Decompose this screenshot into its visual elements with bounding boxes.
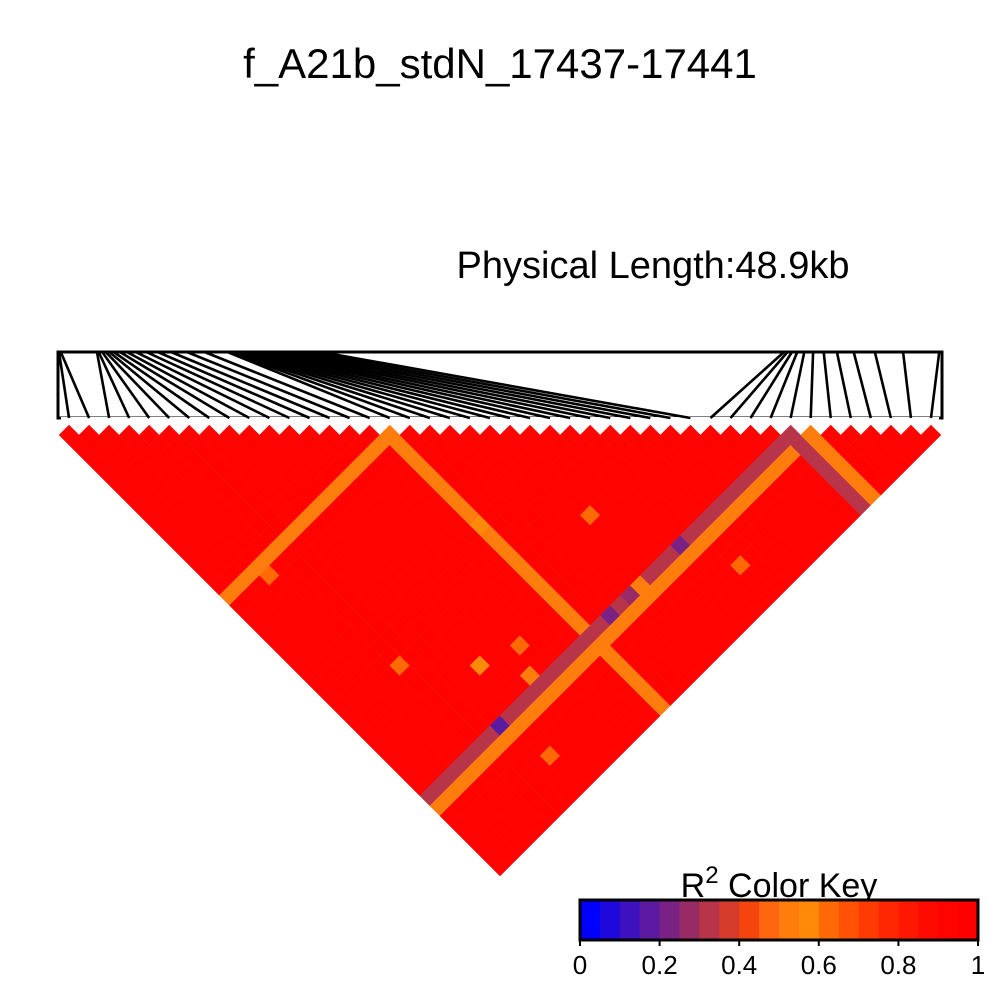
snp-connector-line <box>112 350 211 420</box>
color-key-swatch <box>639 900 661 940</box>
snp-connector-line <box>279 350 611 420</box>
snp-connector-line <box>119 350 231 420</box>
snp-connector-line <box>709 351 785 419</box>
snp-connector-line <box>237 350 471 420</box>
snp-connector-line <box>157 350 311 420</box>
snp-connector-line <box>226 350 391 420</box>
snp-connector-line <box>126 350 251 420</box>
color-key-swatch <box>818 900 840 940</box>
color-key-tick-label: 0.8 <box>880 950 916 980</box>
snp-connector-line <box>901 351 913 419</box>
snp-connector-line <box>135 350 271 420</box>
color-key-swatch <box>699 900 720 940</box>
snp-connector-line <box>108 350 191 420</box>
snp-connector-line <box>929 351 941 419</box>
color-key-swatch <box>679 900 700 940</box>
color-key-swatch <box>858 900 879 940</box>
snp-connector-line <box>250 350 531 420</box>
snp-position-map <box>56 350 944 423</box>
snp-connector-line <box>809 351 815 419</box>
snp-connector-line <box>288 350 631 420</box>
snp-connector-line <box>145 350 291 420</box>
ld-cells <box>58 424 942 877</box>
position-map-mask <box>61 417 939 423</box>
snp-connector-line <box>241 350 491 420</box>
snp-connector-line <box>104 351 171 419</box>
color-key-swatch <box>898 900 919 940</box>
snp-connector-line <box>789 351 806 419</box>
color-key-swatch <box>719 900 740 940</box>
physical-length-label: Physical Length:48.9kb <box>457 245 850 287</box>
snp-connector-line <box>101 351 151 419</box>
color-key: 0 0.2 0.4 0.6 0.8 1 <box>573 898 985 980</box>
chart-title: f_A21b_stdN_17437-17441 <box>243 40 757 87</box>
snp-connector-line <box>822 351 833 419</box>
color-key-swatch <box>619 900 641 940</box>
color-key-border <box>578 898 980 942</box>
snp-connector-line <box>835 351 853 419</box>
color-key-tick-label: 0.2 <box>642 950 678 980</box>
snp-connector-line <box>245 350 511 420</box>
color-key-swatch <box>798 900 820 940</box>
ld-cell <box>920 424 942 446</box>
snp-connector-line <box>298 350 651 420</box>
snp-connector-line <box>229 350 411 420</box>
color-key-swatch <box>878 900 899 940</box>
snp-connector-line <box>97 351 131 419</box>
snp-connector-line <box>873 351 893 419</box>
color-key-swatch <box>918 900 939 940</box>
color-key-swatch <box>739 900 760 940</box>
snp-connector-line <box>257 350 551 420</box>
color-key-swatch <box>759 900 780 940</box>
color-key-swatch <box>938 900 959 940</box>
color-key-swatch <box>779 900 800 940</box>
snp-connector-line <box>309 350 671 420</box>
snp-connector-line <box>749 351 794 419</box>
color-key-swatch <box>838 900 860 940</box>
color-key-tick-label: 1 <box>971 950 985 980</box>
snp-connector-line <box>852 351 873 419</box>
snp-connector-line <box>729 351 789 419</box>
snp-connector-line <box>170 350 331 420</box>
snp-connector-line <box>769 351 799 419</box>
snp-connector-line <box>320 350 691 420</box>
snp-connector-line <box>235 350 451 420</box>
snp-connector-line <box>59 351 91 419</box>
snp-connector-line <box>232 350 431 420</box>
snp-connector-line <box>271 350 591 420</box>
snp-connector-line <box>186 350 351 420</box>
snp-connector-line <box>95 351 111 419</box>
color-key-tick-label: 0.6 <box>801 950 837 980</box>
color-key-tick-label: 0.4 <box>721 950 757 980</box>
color-key-swatch <box>599 900 621 940</box>
color-key-swatch <box>958 900 979 940</box>
color-key-swatch <box>580 900 601 940</box>
color-key-tick-label: 0 <box>573 950 587 980</box>
snp-connector-line <box>57 351 71 419</box>
snp-connector-line <box>204 350 371 420</box>
color-key-swatch <box>659 900 680 940</box>
snp-connector-line <box>263 350 571 420</box>
